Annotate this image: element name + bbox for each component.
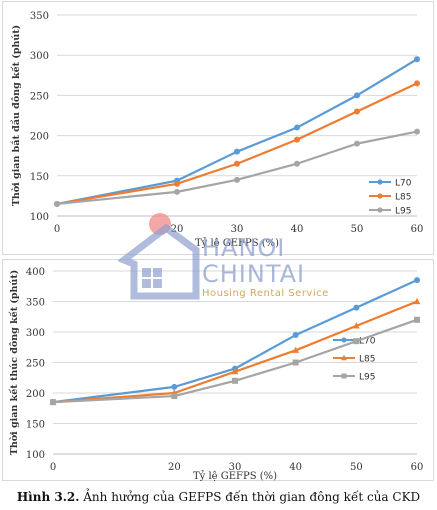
figure-caption-label: Hình 3.2.	[16, 490, 80, 504]
legend-label-l85: L85	[359, 355, 375, 365]
data-point-l95	[50, 399, 56, 406]
data-point-l95	[292, 359, 299, 366]
legend-marker	[377, 193, 383, 199]
data-point-l70	[294, 124, 300, 131]
legend-marker	[377, 179, 383, 185]
data-point-l85	[413, 297, 421, 305]
data-point-l95	[171, 393, 178, 400]
legend-label-l95: L95	[359, 373, 375, 383]
x-tick-label: 60	[411, 224, 424, 235]
data-point-l70	[353, 304, 360, 311]
data-point-l85	[354, 108, 360, 115]
x-axis-label: Tỷ lệ GEFPS (%)	[193, 471, 277, 482]
x-tick-label: 40	[291, 224, 304, 235]
y-tick-label: 200	[26, 389, 45, 400]
data-point-l95	[234, 176, 240, 183]
y-tick-label: 150	[30, 172, 49, 183]
data-point-l85	[294, 136, 300, 143]
data-point-l95	[414, 316, 420, 323]
y-tick-label: 300	[26, 328, 45, 339]
y-tick-label: 200	[30, 132, 49, 143]
data-point-l85	[414, 80, 420, 87]
legend-label-l95: L95	[395, 207, 411, 217]
x-tick-label: 20	[171, 224, 184, 235]
y-tick-label: 100	[26, 450, 45, 461]
y-tick-label: 100	[30, 212, 49, 223]
y-tick-label: 150	[26, 420, 45, 431]
series-line-l95	[56, 130, 418, 206]
data-point-l95	[354, 140, 360, 147]
legend-label-l85: L85	[395, 193, 411, 203]
chart-setting-start: 100 150 200 250 300 350 0 20 30 40 50 60 Tỷ lệ GEFPS…	[2, 1, 434, 255]
figure-caption-text: Ảnh hưởng của GEFPS đến thời gian đông k…	[83, 490, 421, 504]
data-point-l95	[232, 377, 238, 384]
x-tick-label: 0	[50, 462, 56, 473]
data-point-l85	[234, 160, 240, 167]
x-tick-label: 50	[351, 224, 364, 235]
x-tick-label: 0	[54, 224, 60, 235]
y-tick-label: 400	[26, 267, 45, 278]
legend-label-l70: L70	[359, 337, 376, 347]
series-line-l70	[56, 58, 418, 206]
data-point-l70	[171, 383, 178, 390]
data-point-l95	[353, 338, 360, 345]
chart-setting-start-svg: 100 150 200 250 300 350 0 20 30 40 50 60 Tỷ lệ GEFPS…	[10, 11, 424, 249]
legend-marker	[341, 373, 347, 379]
legend-label-l70: L70	[395, 179, 412, 189]
x-tick-label: 30	[229, 462, 242, 473]
y-axis-label: Thời gian kết thúc đông kết (phút)	[8, 270, 20, 455]
x-axis-label: Tỷ lệ GEFPS (%)	[195, 238, 279, 249]
data-point-l95	[54, 200, 60, 207]
figure-caption: Hình 3.2. Ảnh hưởng của GEFPS đến thời g…	[0, 490, 437, 504]
data-point-l70	[354, 92, 360, 99]
data-point-l95	[414, 128, 420, 135]
y-tick-label: 250	[26, 359, 45, 370]
x-tick-label: 30	[231, 224, 244, 235]
y-tick-label: 300	[30, 51, 49, 62]
legend-marker	[377, 207, 383, 213]
data-point-l85	[352, 322, 360, 329]
y-tick-label: 350	[26, 298, 45, 309]
series-line-l85	[52, 300, 418, 404]
series-line-l85	[56, 82, 418, 206]
x-tick-label: 20	[168, 462, 181, 473]
data-point-l95	[294, 160, 300, 167]
y-tick-label: 250	[30, 91, 49, 102]
x-tick-label: 40	[289, 462, 302, 473]
data-point-l70	[414, 56, 420, 63]
data-point-l85	[174, 180, 180, 187]
data-point-l70	[234, 148, 240, 155]
data-point-l70	[292, 332, 299, 339]
y-tick-label: 350	[30, 11, 49, 22]
chart-setting-end: 100 150 200 250 300 350 400 0 20 30 40 50 60 Tỷ lệ GE…	[2, 259, 434, 482]
data-point-l85	[231, 368, 239, 375]
data-point-l70	[414, 277, 420, 284]
y-axis-label: Thời gian bắt đầu đông kết (phút)	[10, 25, 22, 206]
data-point-l95	[174, 188, 180, 195]
legend-marker	[341, 354, 347, 361]
chart-setting-end-svg: 100 150 200 250 300 350 400 0 20 30 40 50 60 Tỷ lệ GE…	[8, 267, 424, 482]
legend-marker	[341, 337, 347, 343]
series-line-l70	[52, 279, 418, 404]
data-point-l85	[292, 346, 300, 353]
series-line-l95	[52, 318, 418, 404]
x-tick-label: 50	[350, 462, 363, 473]
x-tick-label: 60	[411, 462, 424, 473]
